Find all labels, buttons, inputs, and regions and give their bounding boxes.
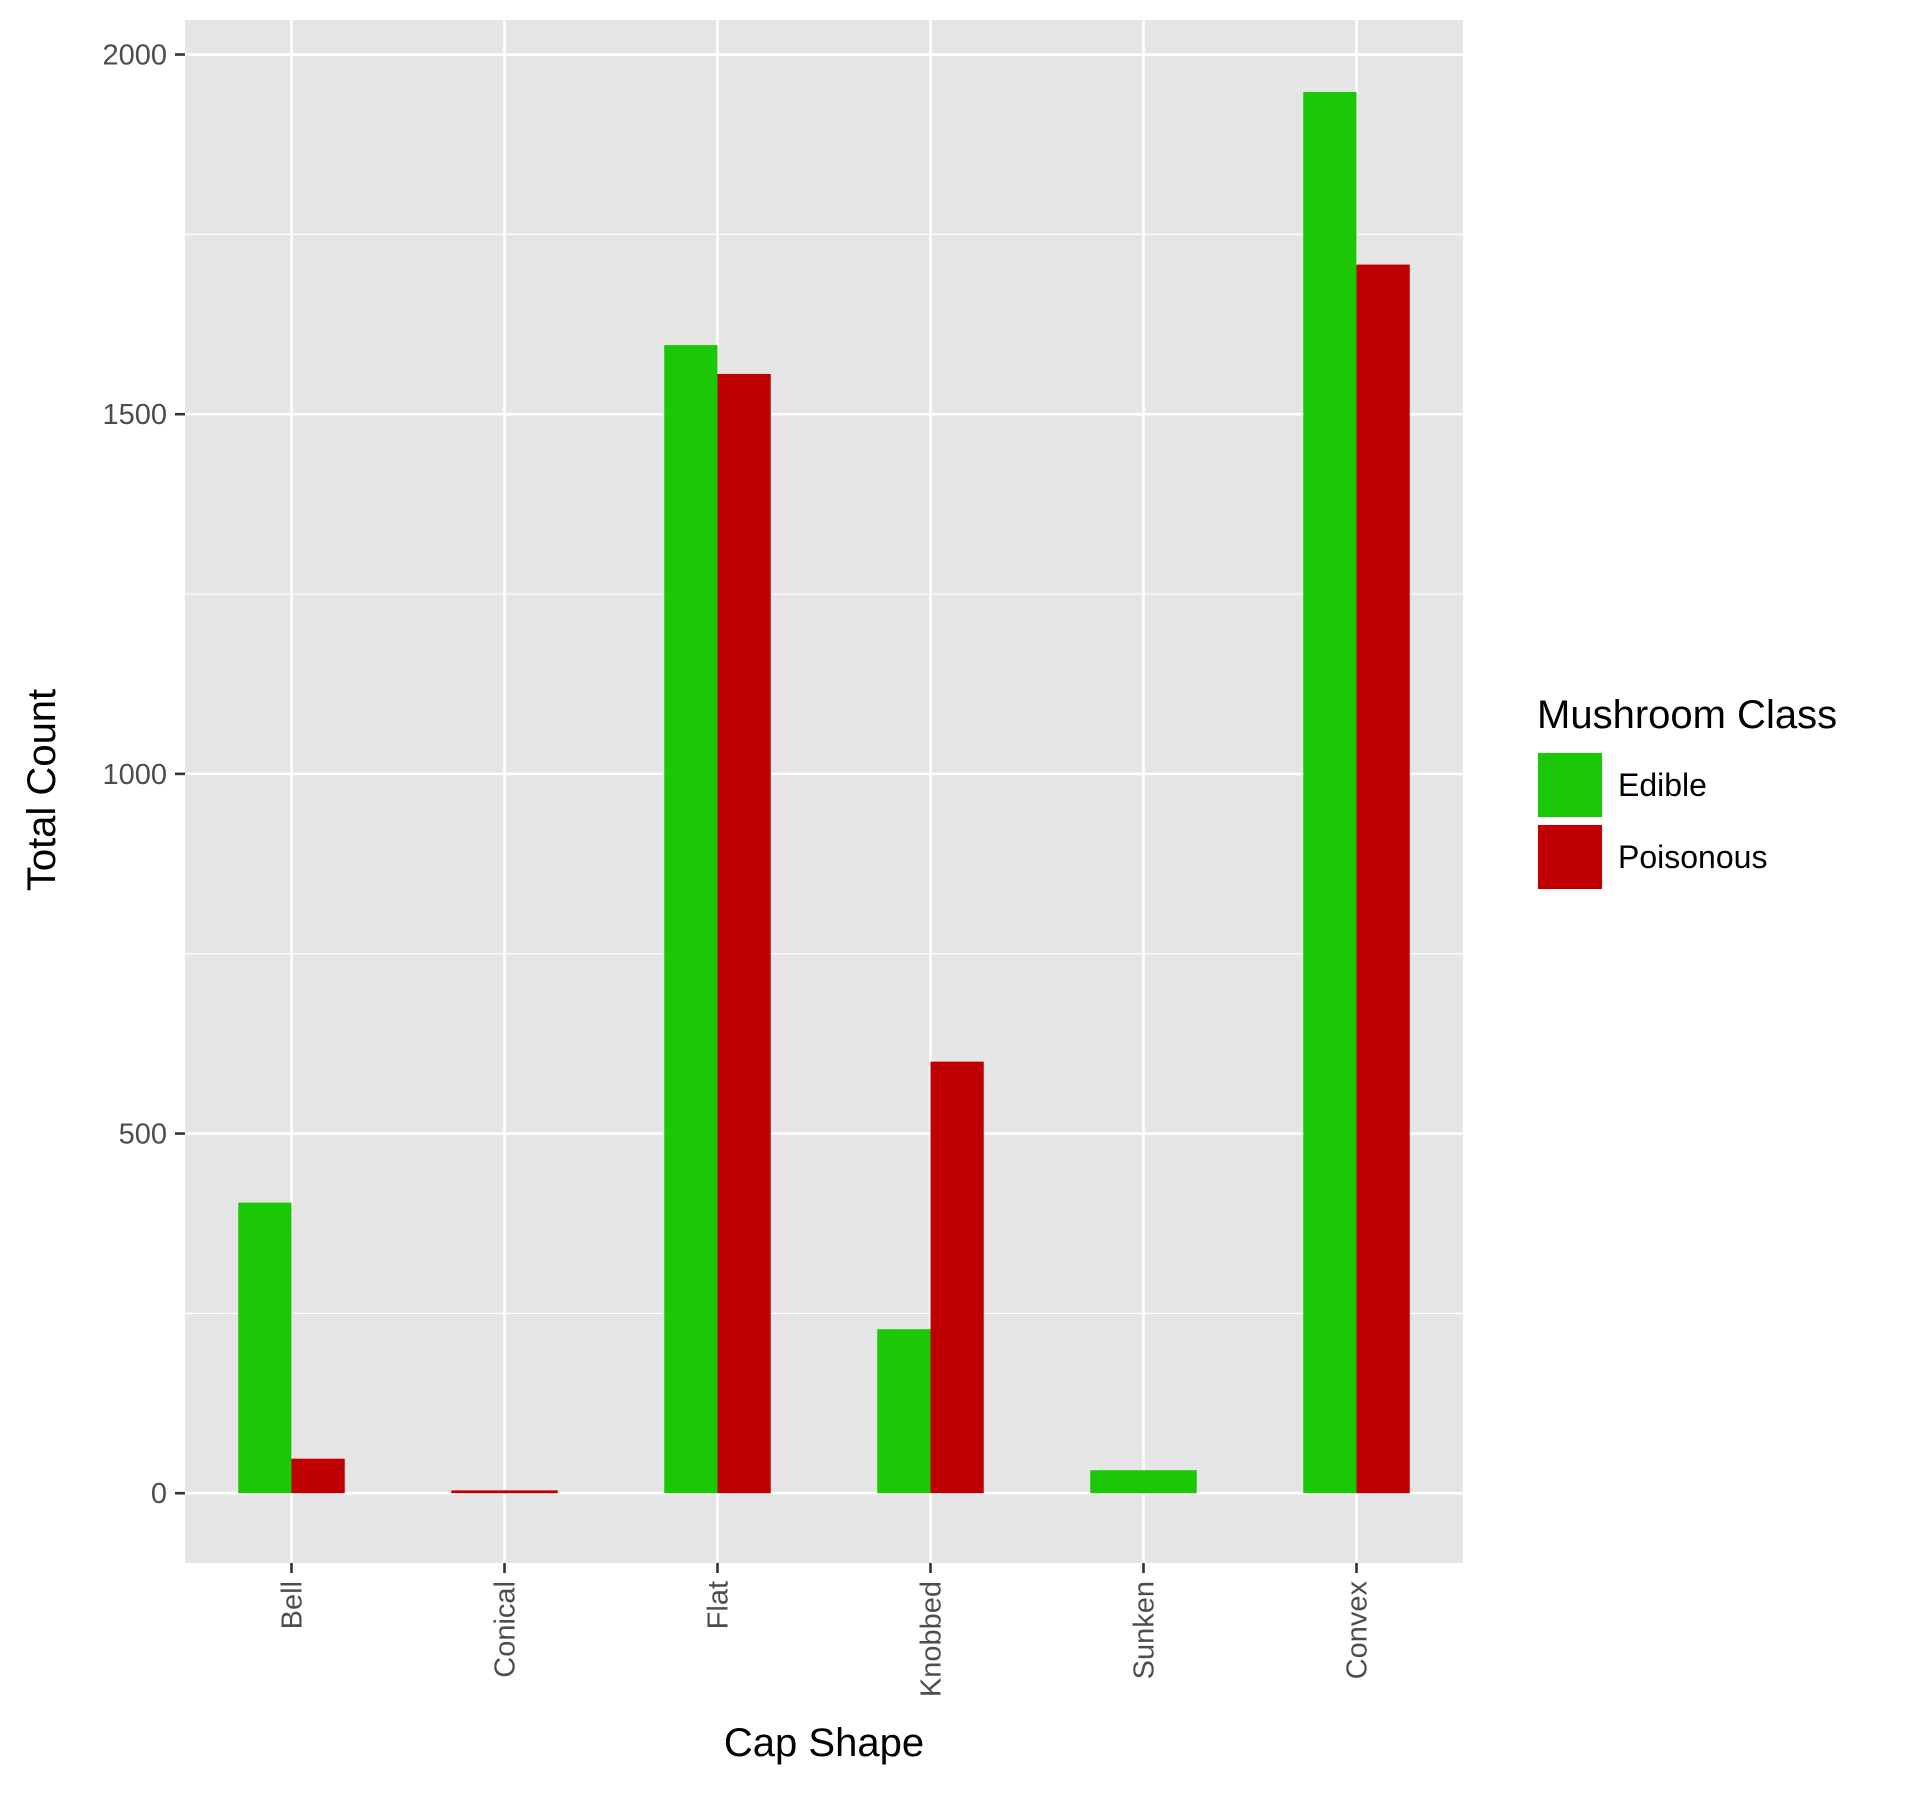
legend-label-edible: Edible	[1618, 767, 1707, 803]
bar-edible-flat	[664, 345, 718, 1494]
x-axis-title: Cap Shape	[724, 1721, 924, 1765]
y-axis-title: Total Count	[20, 689, 64, 891]
y-tick-label: 1500	[102, 399, 167, 431]
bar-poisonous-bell	[291, 1458, 345, 1494]
x-tick-label: Bell	[277, 1581, 309, 1629]
x-axis: Bell Conical Flat Knobbed Sunken Convex	[277, 1563, 1374, 1697]
x-tick-label: Conical	[490, 1581, 522, 1678]
legend-swatch-edible	[1538, 753, 1602, 817]
bar-poisonous-conical	[451, 1490, 558, 1494]
bar-edible-convex	[1303, 91, 1357, 1494]
legend-items: Edible Poisonous	[1537, 752, 1767, 890]
bars	[238, 91, 1410, 1494]
bar-edible-sunken	[1090, 1470, 1197, 1494]
minor-gridlines	[185, 233, 1463, 1314]
bar-poisonous-convex	[1356, 264, 1410, 1494]
y-tick-label: 500	[119, 1119, 167, 1151]
y-tick-label: 2000	[102, 40, 167, 72]
legend-title: Mushroom Class	[1537, 693, 1837, 737]
legend: Mushroom Class Edible Poisonous	[1537, 693, 1837, 890]
x-tick-label: Knobbed	[916, 1581, 948, 1697]
x-tick-label: Sunken	[1129, 1581, 1161, 1679]
y-axis: 0 500 1000 1500 2000	[102, 40, 185, 1510]
x-tick-label: Flat	[703, 1581, 735, 1629]
bar-edible-knobbed	[877, 1329, 931, 1494]
legend-label-poisonous: Poisonous	[1618, 839, 1767, 875]
bar-poisonous-knobbed	[930, 1061, 984, 1494]
x-tick-label: Convex	[1342, 1581, 1374, 1680]
bar-poisonous-flat	[717, 373, 771, 1494]
y-tick-label: 1000	[102, 759, 167, 791]
legend-swatch-poisonous	[1538, 825, 1602, 889]
plot-panel	[185, 20, 1463, 1563]
y-tick-label: 0	[151, 1478, 167, 1510]
bar-edible-bell	[238, 1202, 292, 1494]
